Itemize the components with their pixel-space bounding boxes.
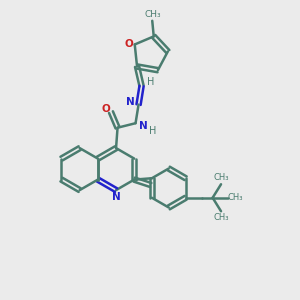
Text: N: N [139, 121, 148, 131]
Text: H: H [149, 126, 156, 136]
Text: N: N [112, 192, 120, 202]
Text: N: N [126, 97, 135, 106]
Text: O: O [125, 39, 134, 49]
Text: CH₃: CH₃ [228, 193, 243, 202]
Text: CH₃: CH₃ [214, 173, 230, 182]
Text: CH₃: CH₃ [214, 213, 230, 222]
Text: CH₃: CH₃ [145, 10, 161, 19]
Text: H: H [148, 76, 155, 86]
Text: O: O [101, 103, 110, 113]
